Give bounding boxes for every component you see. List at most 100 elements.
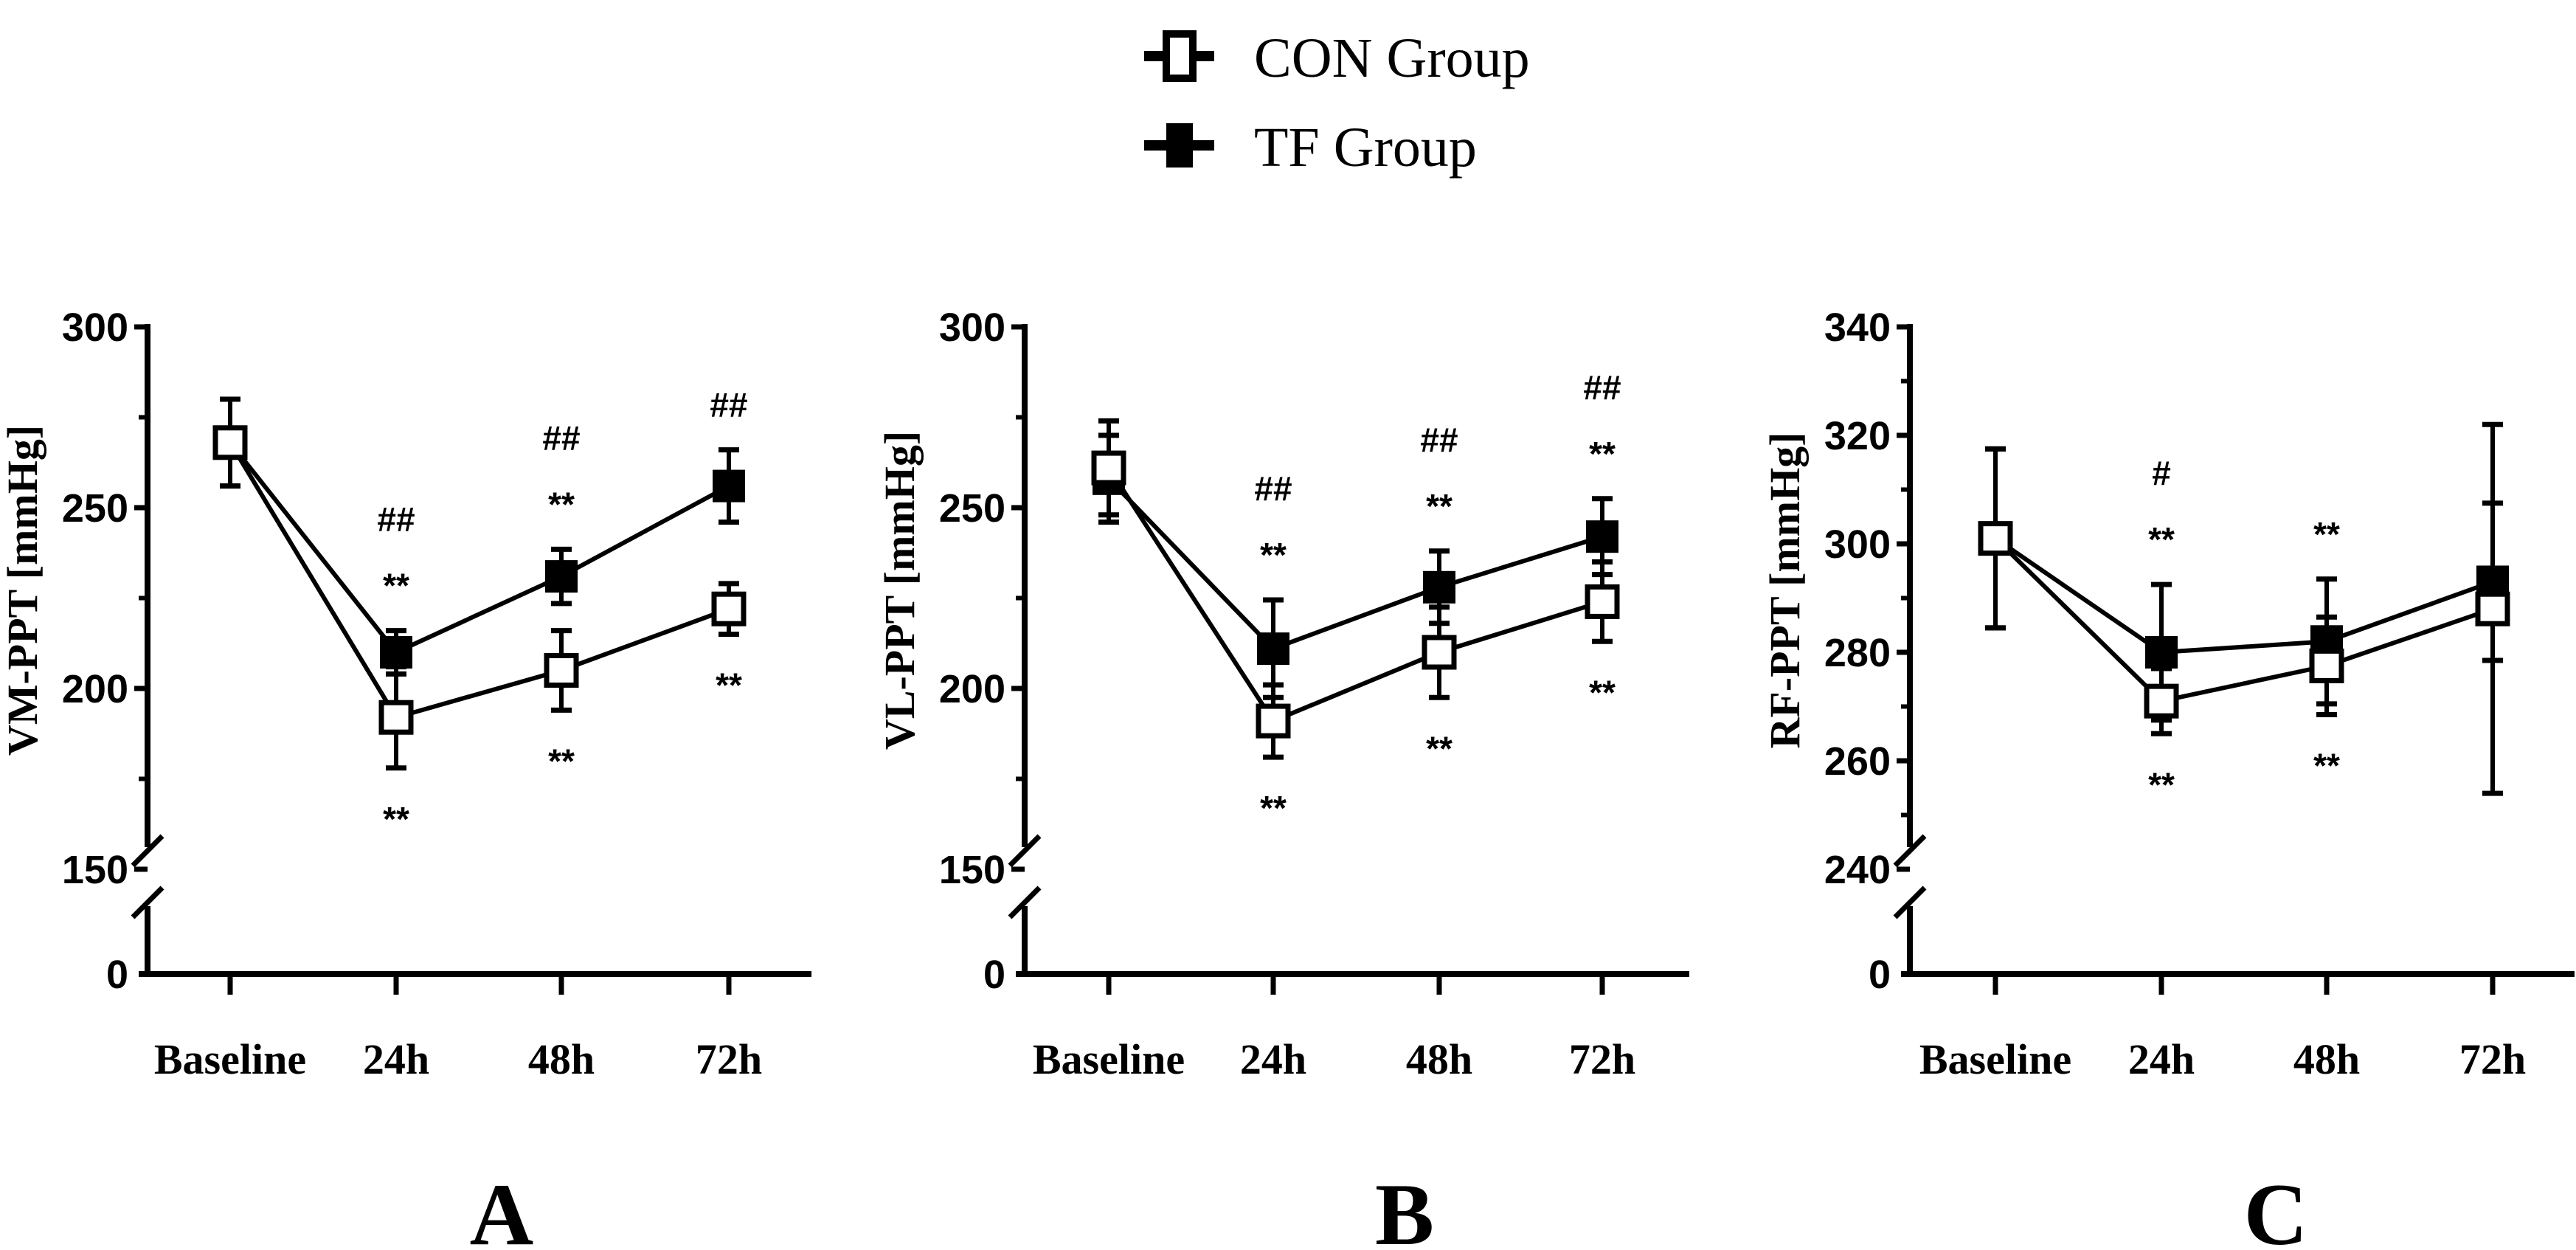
x-tick-label: 48h [1406, 1035, 1472, 1083]
y-tick-label: 150 [62, 848, 128, 892]
y-axis-label: RF-PPT [mmHg] [1761, 432, 1809, 749]
data-point-filled-square [545, 560, 578, 593]
axis-break-mark [1008, 834, 1042, 868]
y-tick-label: 250 [62, 486, 128, 531]
data-point-open-square [212, 425, 248, 460]
data-point-open-square [1091, 450, 1126, 486]
significance-marker: ** [1589, 673, 1616, 711]
significance-marker: ## [1583, 368, 1621, 407]
legend-item-tf: TF Group [1144, 117, 1477, 179]
y-tick-label: 260 [1824, 739, 1891, 784]
data-point-filled-square [713, 469, 745, 503]
significance-marker: ** [1589, 435, 1616, 473]
series-line [1994, 536, 2494, 655]
x-tick-label: 24h [363, 1035, 429, 1083]
x-tick-label: 72h [696, 1035, 762, 1083]
data-point-open-square [1978, 521, 2013, 556]
chart-panel-c: 240 260 280 300 320 340 0 RF-PPT [mmHg] Baseline… [1761, 305, 2575, 1250]
axis-break-mark [1893, 885, 1927, 919]
data-point-open-square [2309, 648, 2344, 683]
data-point-open-square [544, 653, 579, 688]
y-axis-label: VM-PPT [mmHg] [0, 425, 46, 756]
significance-marker: ** [716, 666, 742, 705]
x-tick-label: Baseline [1919, 1035, 2071, 1083]
legend: CON Group TF Group [1144, 27, 1530, 179]
series-line [1107, 466, 1603, 724]
panel-label: A [470, 1165, 534, 1250]
x-tick-label: Baseline [154, 1035, 306, 1083]
y-tick-label: 320 [1824, 414, 1891, 458]
data-point-open-square [1256, 703, 1291, 739]
y-tick-label: 250 [939, 486, 1005, 531]
series-con [212, 396, 747, 771]
significance-marker: ## [710, 386, 747, 424]
y-tick-label: 300 [62, 305, 128, 350]
significance-marker: ** [548, 485, 575, 523]
axis-break-mark [131, 885, 165, 919]
data-point-open-square [1585, 584, 1620, 619]
series-line [228, 441, 730, 720]
y-axis-label: VL-PPT [mmHg] [876, 431, 924, 750]
x-tick-label: 24h [2128, 1035, 2195, 1083]
legend-marker-filled-square-icon [1166, 123, 1193, 168]
significance-marker: ## [542, 418, 580, 457]
significance-marker: ** [383, 567, 409, 605]
legend-item-con: CON Group [1144, 27, 1530, 89]
chart-panel-a: 150 200 250 300 0 VM-PPT [mmHg] Baseline 24h 48h… [0, 305, 811, 1250]
chart-panel-b: 150 200 250 300 0 VL-PPT [mmHg] Baseline 24h 48h… [876, 305, 1689, 1250]
y-tick-label-zero: 0 [1869, 953, 1891, 997]
significance-marker: ** [1426, 487, 1453, 525]
y-tick-label: 300 [1824, 522, 1891, 567]
data-point-filled-square [1586, 520, 1618, 553]
x-tick-label: 48h [528, 1035, 595, 1083]
significance-marker: ** [383, 800, 409, 838]
series-con [1091, 418, 1620, 760]
series-line [1107, 477, 1603, 652]
x-tick-label: 48h [2293, 1035, 2360, 1083]
significance-marker: # [2152, 454, 2171, 492]
significance-marker: ## [1420, 421, 1458, 459]
data-point-filled-square [1423, 570, 1455, 604]
data-point-filled-square [1257, 632, 1289, 666]
x-tick-label: 72h [2459, 1035, 2526, 1083]
legend-label-tf: TF Group [1254, 117, 1477, 179]
panel-label: C [2244, 1165, 2308, 1250]
series-line [228, 441, 730, 655]
data-point-open-square [2144, 683, 2179, 719]
data-point-open-square [378, 700, 414, 735]
x-tick-label: Baseline [1033, 1035, 1185, 1083]
significance-marker: ** [1260, 789, 1287, 827]
x-tick-label: 24h [1240, 1035, 1306, 1083]
legend-label-con: CON Group [1254, 27, 1530, 89]
significance-marker: ** [2148, 520, 2175, 559]
data-point-open-square [711, 591, 747, 626]
data-point-open-square [1422, 635, 1457, 670]
y-tick-label: 300 [939, 305, 1005, 350]
series-con [1978, 421, 2510, 796]
y-tick-label-zero: 0 [983, 953, 1005, 997]
significance-marker: ** [1426, 729, 1453, 767]
significance-marker: ## [1254, 469, 1292, 508]
significance-marker: ** [548, 742, 575, 780]
series-line [1993, 536, 2493, 704]
y-tick-label: 240 [1824, 848, 1891, 892]
legend-marker-open-square-icon [1163, 30, 1197, 82]
data-point-filled-square [380, 636, 412, 669]
significance-marker: ** [1260, 536, 1287, 574]
axis-break-mark [131, 834, 165, 868]
x-tick-label: 72h [1569, 1035, 1635, 1083]
y-tick-label: 200 [939, 667, 1005, 711]
y-tick-label: 280 [1824, 631, 1891, 675]
y-tick-label: 340 [1824, 305, 1891, 350]
data-point-filled-square [2145, 636, 2178, 669]
significance-marker: ## [377, 500, 415, 539]
significance-marker: ** [2148, 765, 2175, 804]
y-tick-label: 150 [939, 848, 1005, 892]
y-tick-label: 200 [62, 667, 128, 711]
significance-marker: ** [2313, 515, 2340, 553]
significance-marker: ** [2313, 747, 2340, 785]
data-point-open-square [2475, 591, 2510, 626]
axis-break-mark [1893, 834, 1927, 868]
panel-label: B [1375, 1165, 1434, 1250]
